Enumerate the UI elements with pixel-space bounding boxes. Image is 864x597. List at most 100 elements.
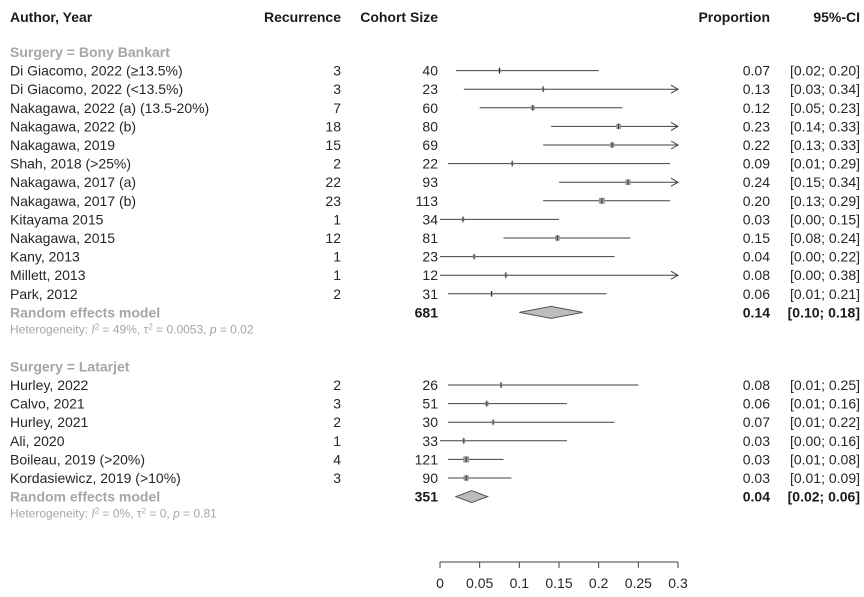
study-row: Boileau, 2019 (>20%) 4 121 0.03 [0.01; 0.08] <box>10 451 860 467</box>
study-ci: [0.14; 0.33] <box>790 118 860 134</box>
x-tick-label: 0.1 <box>510 575 530 591</box>
header-proportion: Proportion <box>698 9 770 25</box>
study-ci: [0.01; 0.09] <box>790 470 860 486</box>
study-proportion: 0.03 <box>743 451 770 467</box>
summary-total: 681 <box>415 304 439 320</box>
study-row: Nakagawa, 2019 15 69 0.22 [0.13; 0.33] <box>10 137 860 153</box>
x-tick-label: 0.2 <box>589 575 609 591</box>
study-total: 93 <box>422 174 438 190</box>
study-name: Nakagawa, 2017 (a) <box>10 174 136 190</box>
study-ci: [0.01; 0.25] <box>790 377 860 393</box>
study-row: Ali, 2020 1 33 0.03 [0.00; 0.16] <box>10 433 860 449</box>
study-ci: [0.00; 0.22] <box>790 249 860 265</box>
study-name: Kitayama 2015 <box>10 211 104 227</box>
subgroup-label: Surgery = Bony Bankart <box>10 44 170 60</box>
study-proportion: 0.15 <box>743 230 770 246</box>
study-events: 15 <box>325 137 341 153</box>
ci-arrow <box>670 84 680 94</box>
study-events: 1 <box>333 249 341 265</box>
study-ci: [0.01; 0.21] <box>790 286 860 302</box>
study-ci: [0.00; 0.16] <box>790 433 860 449</box>
study-ci: [0.02; 0.20] <box>790 63 860 79</box>
study-total: 30 <box>422 414 438 430</box>
study-proportion: 0.13 <box>743 81 770 97</box>
study-proportion: 0.03 <box>743 433 770 449</box>
summary-proportion: 0.14 <box>743 304 770 320</box>
study-name: Boileau, 2019 (>20%) <box>10 451 145 467</box>
study-total: 26 <box>422 377 438 393</box>
study-row: Di Giacomo, 2022 (<13.5%) 3 23 0.13 [0.03; 0… <box>10 81 860 97</box>
study-row: Nakagawa, 2017 (a) 22 93 0.24 [0.15; 0.34] <box>10 174 860 190</box>
ci-arrow <box>670 140 680 150</box>
study-proportion: 0.04 <box>743 249 770 265</box>
study-total: 81 <box>422 230 438 246</box>
x-tick-label: 0.25 <box>625 575 652 591</box>
x-axis: 0 0.05 0.1 0.15 0.2 0.25 0.3 <box>436 561 688 591</box>
study-ci: [0.13; 0.33] <box>790 137 860 153</box>
summary-row: Random effects model 681 0.14 [0.10; 0.18] <box>10 304 860 320</box>
study-total: 23 <box>422 249 438 265</box>
x-tick-label: 0.15 <box>545 575 572 591</box>
study-name: Nakagawa, 2022 (b) <box>10 118 136 134</box>
study-row: Nakagawa, 2022 (a) (13.5-20%) 7 60 0.12 [0.0… <box>10 100 860 116</box>
study-total: 12 <box>422 267 438 283</box>
header-total: Cohort Size <box>360 9 438 25</box>
study-proportion: 0.07 <box>743 63 770 79</box>
study-events: 1 <box>333 433 341 449</box>
study-name: Shah, 2018 (>25%) <box>10 156 131 172</box>
header-events: Recurrence <box>264 9 341 25</box>
study-name: Calvo, 2021 <box>10 396 85 412</box>
study-total: 80 <box>422 118 438 134</box>
study-ci: [0.01; 0.29] <box>790 156 860 172</box>
study-ci: [0.05; 0.23] <box>790 100 860 116</box>
ci-arrow <box>670 177 680 187</box>
ci-arrow <box>670 121 680 131</box>
study-events: 23 <box>325 193 341 209</box>
summary-diamond <box>519 305 583 319</box>
study-events: 12 <box>325 230 341 246</box>
study-events: 2 <box>333 286 341 302</box>
study-row: Nakagawa, 2017 (b) 23 113 0.20 [0.13; 0.29] <box>10 193 860 209</box>
study-row: Nakagawa, 2015 12 81 0.15 [0.08; 0.24] <box>10 230 860 246</box>
study-events: 1 <box>333 267 341 283</box>
study-ci: [0.15; 0.34] <box>790 174 860 190</box>
summary-proportion: 0.04 <box>743 489 770 505</box>
study-total: 40 <box>422 63 438 79</box>
study-events: 4 <box>333 451 341 467</box>
study-row: Hurley, 2021 2 30 0.07 [0.01; 0.22] <box>10 414 860 430</box>
study-name: Di Giacomo, 2022 (<13.5%) <box>10 81 183 97</box>
study-events: 3 <box>333 63 341 79</box>
study-events: 22 <box>325 174 341 190</box>
study-ci: [0.01; 0.08] <box>790 451 860 467</box>
study-total: 121 <box>415 451 439 467</box>
study-total: 33 <box>422 433 438 449</box>
study-row: Calvo, 2021 3 51 0.06 [0.01; 0.16] <box>10 396 860 412</box>
study-proportion: 0.20 <box>743 193 770 209</box>
study-events: 3 <box>333 470 341 486</box>
study-row: Di Giacomo, 2022 (≥13.5%) 3 40 0.07 [0.02; 0… <box>10 63 860 79</box>
x-tick-label: 0.05 <box>466 575 493 591</box>
study-ci: [0.13; 0.29] <box>790 193 860 209</box>
study-total: 69 <box>422 137 438 153</box>
summary-total: 351 <box>415 489 439 505</box>
study-events: 2 <box>333 156 341 172</box>
study-proportion: 0.07 <box>743 414 770 430</box>
x-tick-label: 0 <box>436 575 444 591</box>
study-events: 1 <box>333 211 341 227</box>
study-proportion: 0.03 <box>743 470 770 486</box>
study-total: 22 <box>422 156 438 172</box>
forest-rows: Surgery = Bony Bankart Di Giacomo, 2022 (… <box>10 44 860 521</box>
summary-label: Random effects model <box>10 304 160 320</box>
summary-diamond <box>454 490 490 504</box>
study-proportion: 0.22 <box>743 137 770 153</box>
study-proportion: 0.12 <box>743 100 770 116</box>
header-study: Author, Year <box>10 9 93 25</box>
study-row: Kordasiewicz, 2019 (>10%) 3 90 0.03 [0.01; 0… <box>10 470 860 486</box>
study-row: Shah, 2018 (>25%) 2 22 0.09 [0.01; 0.29] <box>10 156 860 172</box>
summary-ci: [0.10; 0.18] <box>788 304 860 320</box>
heterogeneity-text: Heterogeneity: I2 = 49%, τ2 = 0.0053, p … <box>10 322 254 337</box>
study-ci: [0.01; 0.16] <box>790 396 860 412</box>
study-name: Nakagawa, 2019 <box>10 137 115 153</box>
study-total: 34 <box>422 211 438 227</box>
